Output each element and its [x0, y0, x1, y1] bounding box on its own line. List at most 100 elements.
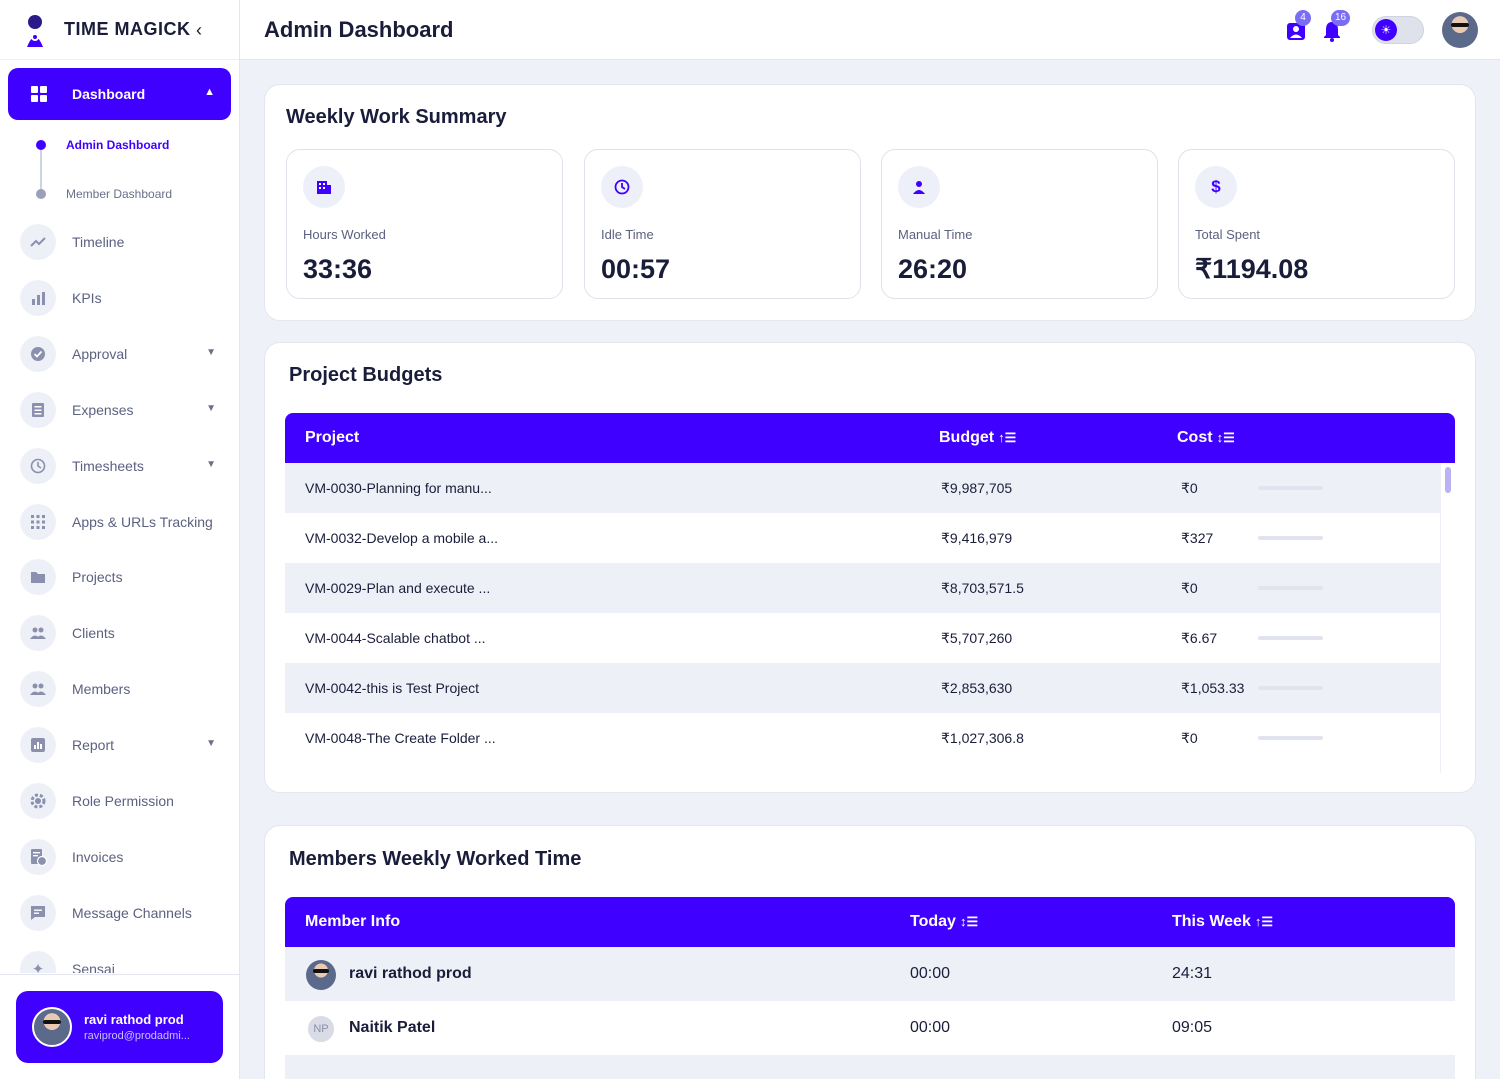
sidebar-item-apps-urls-tracking[interactable]: Apps & URLs Tracking [20, 504, 230, 540]
column-header-this-week[interactable]: This Week ↑☰ [1172, 913, 1273, 931]
column-header-member: Member Info [305, 913, 401, 930]
column-header-budget[interactable]: Budget ↑☰ [939, 429, 1016, 447]
subnav-member-dashboard[interactable]: Member Dashboard [36, 184, 226, 204]
sidebar-item-members[interactable]: Members [20, 671, 230, 707]
team-count-badge: 4 [1295, 10, 1311, 26]
check-circle-icon [20, 336, 56, 372]
table-row[interactable]: VM-0032-Develop a mobile a... ₹9,416,979 ₹… [285, 513, 1440, 563]
brand: TIME MAGICK [0, 0, 239, 60]
sidebar-item-approval[interactable]: Approval ▼ [20, 336, 230, 372]
table-body: VM-0030-Planning for manu... ₹9,987,705 ₹0… [285, 463, 1455, 763]
column-header-label: Cost [1177, 429, 1213, 446]
sidebar-item-message-channels[interactable]: Message Channels [20, 895, 230, 931]
notifications-button[interactable]: 16 [1321, 10, 1351, 42]
report-icon [20, 727, 56, 763]
team-button[interactable]: 4 [1285, 10, 1311, 42]
table-row[interactable]: VM-0042-this is Test Project ₹2,853,630 ₹1… [285, 663, 1440, 713]
cost-progress-bar [1258, 736, 1323, 740]
members-time-table: Member Info Today ↕☰ This Week ↑☰ ravi rat… [285, 897, 1455, 1079]
subnav-line [40, 145, 42, 195]
budget-value: ₹9,416,979 [941, 530, 1013, 546]
column-header-label: This Week [1172, 913, 1251, 930]
cost-progress-bar [1258, 586, 1323, 590]
sidebar-item-label: KPIs [72, 290, 102, 306]
page-title: Admin Dashboard [264, 17, 454, 42]
sidebar-item-clients[interactable]: Clients [20, 615, 230, 651]
sidebar-item-projects[interactable]: Projects [20, 559, 230, 595]
table-row[interactable]: VM-0044-Scalable chatbot ... ₹5,707,260 ₹6… [285, 613, 1440, 663]
column-header-cost[interactable]: Cost ↕☰ [1177, 429, 1235, 447]
table-row[interactable]: VM-0029-Plan and execute ... ₹8,703,571.5… [285, 563, 1440, 613]
member-name: ravi rathod prod [349, 965, 472, 982]
cost-progress-bar [1258, 636, 1323, 640]
avatar[interactable] [1442, 12, 1478, 48]
chevron-down-icon: ▼ [206, 347, 216, 358]
project-budgets-card: Project Budgets Project Budget ↑☰ Cost ↕☰ … [264, 342, 1476, 793]
scrollbar-thumb[interactable] [1445, 467, 1451, 493]
sidebar-item-label: Members [72, 681, 131, 697]
sidebar-item-kpis[interactable]: KPIs [20, 280, 230, 316]
table-header: Member Info Today ↕☰ This Week ↑☰ [285, 897, 1455, 947]
receipt-icon [20, 392, 56, 428]
user-profile-card[interactable]: ravi rathod prod raviprod@prodadmi... [16, 991, 223, 1063]
cost-value: ₹1,053.33 [1181, 680, 1245, 696]
table-row[interactable] [285, 1055, 1455, 1079]
dashboard-icon [31, 86, 47, 102]
cost-value: ₹0 [1181, 580, 1198, 596]
sidebar-item-role-permission[interactable]: Role Permission [20, 783, 230, 819]
sparkle-icon: ✦ [20, 951, 56, 973]
weekly-summary-card: Weekly Work Summary Hours Worked 33:36 I… [264, 84, 1476, 321]
gear-icon [20, 783, 56, 819]
sidebar-item-label: Sensai [72, 961, 115, 973]
collapse-sidebar-icon[interactable]: ‹ [196, 20, 202, 40]
stat-value: ₹1194.08 [1195, 254, 1309, 284]
table-row[interactable]: ravi rathod prod 00:00 24:31 [285, 947, 1455, 1001]
cost-progress-bar [1258, 486, 1323, 490]
table-row[interactable]: NP Naitik Patel 00:00 09:05 [285, 1001, 1455, 1055]
column-header-today[interactable]: Today ↕☰ [910, 913, 978, 931]
person-icon [898, 166, 940, 208]
sidebar-item-dashboard[interactable]: Dashboard ▲ [8, 68, 231, 120]
project-name: VM-0030-Planning for manu... [305, 480, 492, 496]
subnav-admin-dashboard[interactable]: Admin Dashboard [36, 135, 226, 155]
sidebar-item-label: Approval [72, 346, 128, 362]
table-row[interactable]: VM-0030-Planning for manu... ₹9,987,705 ₹0 [285, 463, 1440, 513]
building-icon [303, 166, 345, 208]
today-time: 00:00 [910, 1019, 951, 1036]
stat-hours-worked: Hours Worked 33:36 [286, 149, 563, 299]
avatar [32, 1007, 72, 1047]
scrollbar[interactable] [1440, 463, 1455, 773]
subnav-label: Member Dashboard [66, 187, 173, 201]
sidebar-item-timesheets[interactable]: Timesheets ▼ [20, 448, 230, 484]
clock-icon [20, 448, 56, 484]
grid-icon [20, 504, 56, 540]
sidebar-item-sensai[interactable]: ✦ Sensai [20, 951, 230, 973]
people-icon [20, 671, 56, 707]
user-info: ravi rathod prod raviprod@prodadmi... [84, 1012, 190, 1042]
project-name: VM-0042-this is Test Project [305, 680, 480, 696]
sidebar-item-label: Projects [72, 569, 123, 585]
chevron-down-icon: ▼ [206, 459, 216, 470]
stat-value: 00:57 [601, 254, 671, 284]
team-badge-icon [1287, 23, 1305, 40]
sidebar-item-label: Role Permission [72, 793, 174, 809]
sidebar-item-invoices[interactable]: Invoices [20, 839, 230, 875]
sidebar-item-expenses[interactable]: Expenses ▼ [20, 392, 230, 428]
members-time-card: Members Weekly Worked Time Member Info T… [264, 825, 1476, 1079]
sidebar-item-label: Clients [72, 625, 115, 641]
chat-icon [20, 895, 56, 931]
table-row[interactable]: VM-0048-The Create Folder ... ₹1,027,306.… [285, 713, 1440, 763]
chevron-down-icon: ▼ [206, 403, 216, 414]
week-time: 24:31 [1172, 965, 1213, 982]
people-icon [20, 615, 56, 651]
theme-toggle[interactable]: ☀ [1372, 16, 1424, 44]
today-time: 00:00 [910, 965, 951, 982]
budget-value: ₹2,853,630 [941, 680, 1013, 696]
section-title: Project Budgets [289, 364, 443, 386]
sidebar-item-report[interactable]: Report ▼ [20, 727, 230, 763]
stat-manual-time: Manual Time 26:20 [881, 149, 1158, 299]
sidebar-item-timeline[interactable]: Timeline [20, 224, 230, 260]
sidebar-item-label: Expenses [72, 402, 134, 418]
app-logo-icon[interactable] [22, 13, 48, 47]
sidebar-item-label: Message Channels [72, 905, 192, 921]
